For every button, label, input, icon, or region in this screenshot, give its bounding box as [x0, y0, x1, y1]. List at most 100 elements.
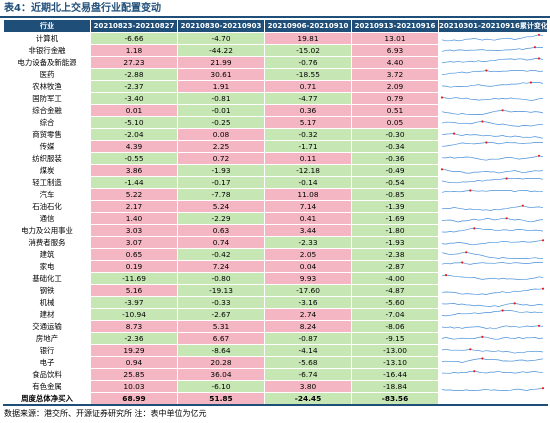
- week-4-value: 0.05: [351, 116, 439, 129]
- week-1-value: -2.04: [90, 128, 178, 141]
- week-3-value: -0.87: [264, 332, 352, 345]
- cumulative-sparkline: [441, 177, 544, 184]
- cumulative-sparkline: [441, 287, 545, 295]
- sparkline-cell: [438, 140, 548, 153]
- week-2-value: -4.70: [177, 32, 265, 45]
- sparkline-path: [441, 70, 544, 75]
- week-3-value: 0.36: [264, 104, 352, 117]
- week-4-value: -1.39: [351, 200, 439, 213]
- cumulative-sparkline: [441, 109, 544, 115]
- week-2-value: 20.28: [177, 356, 265, 369]
- cumulative-sparkline: [441, 261, 543, 265]
- week-1-value: 68.99: [90, 392, 178, 406]
- week-3-value: 3.44: [264, 224, 352, 237]
- table-row: 建材 -10.94 -2.67 2.74 -7.04: [3, 308, 548, 321]
- week-3-value: -2.33: [264, 236, 352, 249]
- table-row: 传媒 4.39 2.25 -1.71 -0.34: [3, 140, 548, 153]
- week-3-value: 9.93: [264, 272, 352, 285]
- sparkline-marker: [505, 217, 508, 220]
- week-2-value: -0.01: [177, 104, 265, 117]
- week-1-value: -11.69: [90, 272, 178, 285]
- cumulative-sparkline: [441, 227, 544, 233]
- week-3-value: -17.60: [264, 284, 352, 297]
- sparkline-cell: [438, 224, 548, 237]
- sparkline-path: [441, 251, 544, 259]
- week-1-value: 25.85: [90, 368, 178, 381]
- week-2-value: -7.78: [177, 188, 265, 201]
- cumulative-sparkline: [441, 154, 544, 161]
- week-4-value: -18.84: [351, 380, 439, 393]
- sparkline-marker: [485, 141, 488, 144]
- sparkline-path: [441, 46, 544, 52]
- sparkline-marker: [537, 324, 541, 327]
- sparkline-marker: [481, 335, 484, 338]
- table-row: 国防军工 -3.40 -0.81 -4.77 0.79: [3, 92, 548, 105]
- sparkline-cell: [438, 200, 548, 213]
- industry-name: 石油石化: [3, 200, 91, 213]
- sparkline-cell: [438, 92, 548, 105]
- week-3-value: -4.77: [264, 92, 352, 105]
- table-row: 石油石化 2.17 5.24 7.14 -1.39: [3, 200, 548, 213]
- sparkline-path: [441, 325, 544, 330]
- sparkline-marker: [473, 227, 476, 230]
- sparkline-path: [441, 348, 544, 354]
- sparkline-path: [441, 274, 544, 280]
- week-2-value: 7.24: [177, 260, 265, 273]
- sparkline-marker: [440, 168, 444, 171]
- sparkline-cell: [438, 44, 548, 57]
- week-1-value: 27.23: [90, 56, 178, 69]
- week-2-value: -1.93: [177, 164, 265, 177]
- table-row: 电力及公用事业 3.03 0.63 3.44 -1.80: [3, 224, 548, 237]
- cumulative-sparkline: [441, 370, 544, 374]
- cumulative-sparkline: [441, 57, 544, 64]
- sparkline-path: [441, 58, 544, 64]
- sparkline-path: [441, 121, 544, 127]
- sparkline-cell: [438, 104, 548, 117]
- sparkline-marker: [541, 287, 545, 290]
- industry-name: 非银行金融: [3, 44, 91, 57]
- sparkline-cell: [438, 32, 548, 45]
- week-1-value: 1.40: [90, 212, 178, 225]
- industry-name: 有色金属: [3, 380, 91, 393]
- week-3-value: 8.24: [264, 320, 352, 333]
- week-3-value: 5.17: [264, 116, 352, 129]
- week-1-value: 0.01: [90, 104, 178, 117]
- week-3-value: -0.32: [264, 128, 352, 141]
- cumulative-sparkline: [441, 387, 545, 391]
- week-1-value: -3.97: [90, 296, 178, 309]
- week-4-value: -0.34: [351, 140, 439, 153]
- week-1-value: 1.18: [90, 44, 178, 57]
- week-2-value: -8.64: [177, 344, 265, 357]
- sparkline-marker: [541, 387, 545, 390]
- sparkline-cell: [438, 308, 548, 321]
- header-week-4: 20210913-20210916: [351, 19, 439, 33]
- industry-name: 轻工制造: [3, 176, 91, 189]
- week-1-value: 0.65: [90, 248, 178, 261]
- week-1-value: -5.10: [90, 116, 178, 129]
- table-row: 机械 -3.97 -0.33 -3.16 -5.60: [3, 296, 548, 309]
- week-4-value: 0.51: [351, 104, 439, 117]
- table-row: 消费者服务 3.07 0.74 -2.33 -1.93: [3, 236, 548, 249]
- week-2-value: -2.29: [177, 212, 265, 225]
- week-4-value: 4.40: [351, 56, 439, 69]
- sparkline-path: [441, 178, 544, 184]
- week-1-value: -0.55: [90, 152, 178, 165]
- cumulative-sparkline: [441, 46, 544, 52]
- week-4-value: -5.60: [351, 296, 439, 309]
- sparkline-cell: [438, 392, 548, 406]
- table-row: 农林牧渔 -2.37 1.91 0.71 2.09: [3, 80, 548, 93]
- sparkline-cell: [438, 176, 548, 189]
- week-1-value: -3.40: [90, 92, 178, 105]
- industry-name: 农林牧渔: [3, 80, 91, 93]
- week-2-value: -2.67: [177, 308, 265, 321]
- table-row: 建筑 0.65 -0.42 2.05 -2.38: [3, 248, 548, 261]
- sparkline-path: [441, 133, 544, 139]
- week-4-value: -1.80: [351, 224, 439, 237]
- sparkline-cell: [438, 356, 548, 369]
- table-row: 轻工制造 -1.44 -0.17 -0.14 -0.54: [3, 176, 548, 189]
- industry-name: 建筑: [3, 248, 91, 261]
- industry-name: 建材: [3, 308, 91, 321]
- sparkline-cell: [438, 332, 548, 345]
- week-1-value: -6.66: [90, 32, 178, 45]
- table-row: 交通运输 8.73 5.31 8.24 -8.06: [3, 320, 548, 333]
